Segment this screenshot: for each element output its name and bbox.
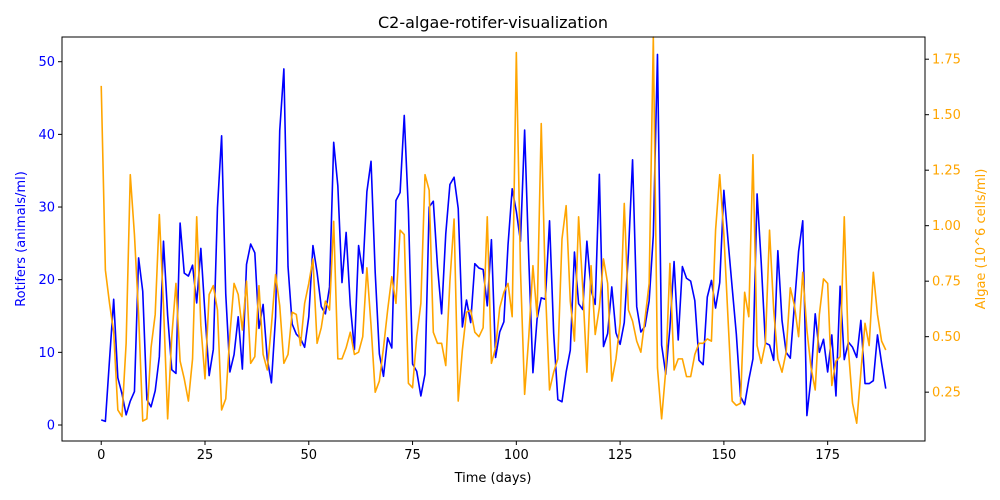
y-right-tick-label: 1.25: [932, 164, 961, 179]
x-tick-label: 75: [404, 448, 421, 463]
y-right-tick-label: 0.25: [932, 386, 961, 401]
chart-title: C2-algae-rotifer-visualization: [378, 13, 608, 32]
x-tick-label: 0: [97, 448, 105, 463]
y-right-tick-label: 1.50: [932, 108, 961, 123]
y-axis-left: 0 10 20 30 40 50: [38, 55, 62, 434]
y-axis-right: 0.25 0.50 0.75 1.00 1.25 1.50 1.75: [925, 53, 961, 401]
y-left-tick-label: 20: [38, 273, 55, 288]
y-left-tick-label: 10: [38, 346, 55, 361]
y-axis-left-title: Rotifers (animals/ml): [14, 171, 29, 307]
x-axis-title: Time (days): [454, 471, 532, 486]
x-tick-label: 100: [504, 448, 529, 463]
x-axis: 0 25 50 75 100 125 150 175: [97, 441, 840, 463]
x-tick-label: 50: [301, 448, 318, 463]
y-right-tick-label: 1.00: [932, 219, 961, 234]
y-axis-right-title: Algae (10^6 cells/ml): [974, 169, 989, 310]
x-tick-label: 125: [608, 448, 633, 463]
x-tick-label: 175: [815, 448, 840, 463]
y-left-tick-label: 0: [47, 419, 55, 434]
series-layer: [100, 36, 887, 425]
y-left-tick-label: 40: [38, 128, 55, 143]
x-tick-label: 25: [197, 448, 214, 463]
x-tick-label: 150: [711, 448, 736, 463]
algae-series-line: [100, 36, 887, 425]
y-right-tick-label: 0.50: [932, 330, 961, 345]
y-right-tick-label: 0.75: [932, 275, 961, 290]
y-left-tick-label: 50: [38, 55, 55, 70]
plot-frame: [61, 36, 926, 442]
y-left-tick-label: 30: [38, 201, 55, 216]
y-right-tick-label: 1.75: [932, 53, 961, 68]
